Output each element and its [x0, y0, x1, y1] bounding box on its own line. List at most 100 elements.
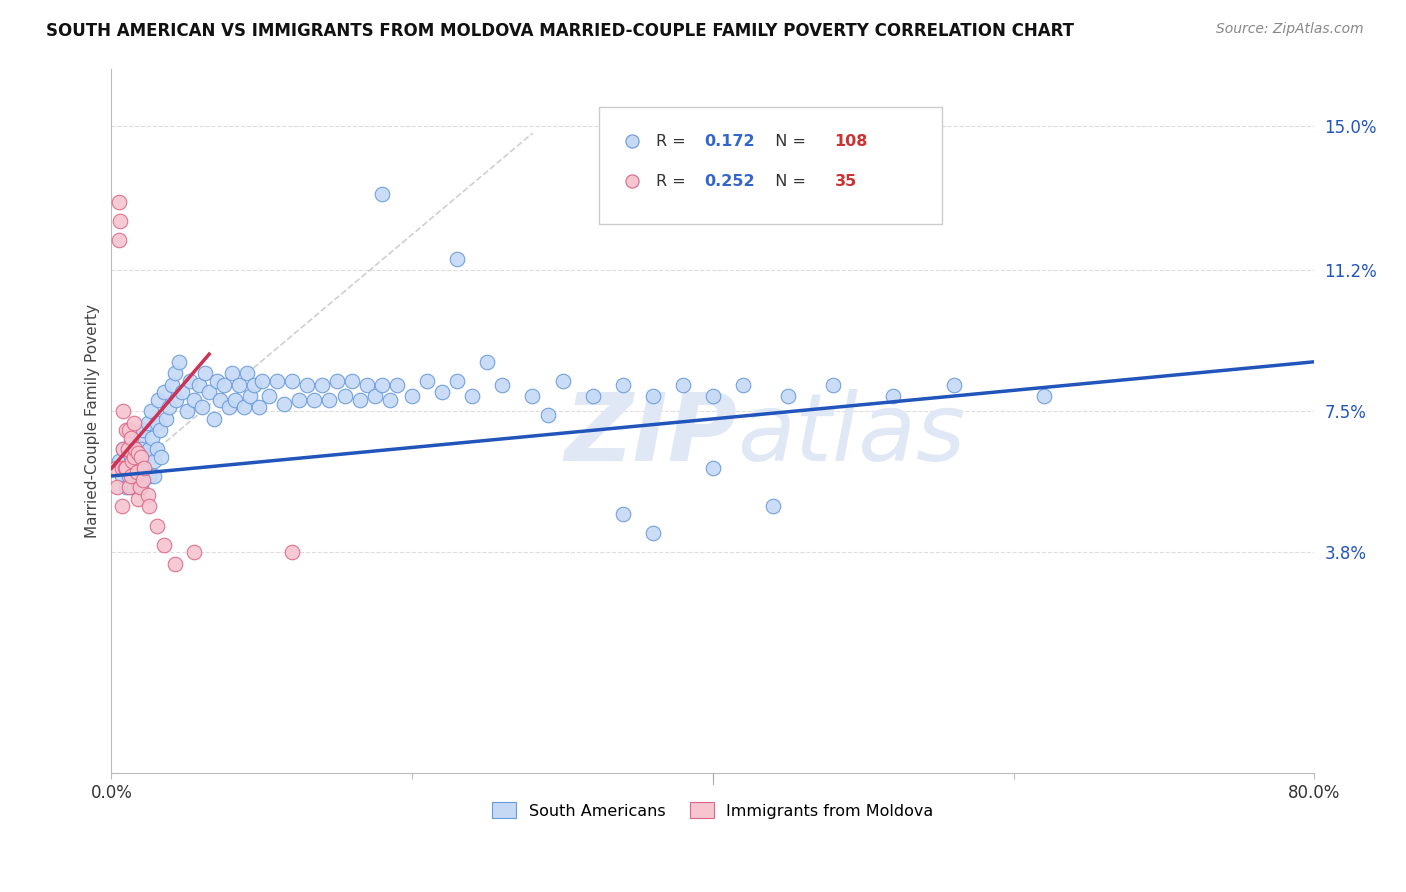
Point	[150, 450, 173, 464]
Point	[612, 377, 634, 392]
Point	[356, 377, 378, 392]
Point	[131, 480, 153, 494]
Point	[522, 389, 544, 403]
Point	[247, 401, 270, 415]
Point	[132, 473, 155, 487]
Point	[142, 469, 165, 483]
Point	[304, 392, 326, 407]
Text: Source: ZipAtlas.com: Source: ZipAtlas.com	[1216, 22, 1364, 37]
Point	[672, 377, 695, 392]
Point	[112, 404, 135, 418]
Point	[118, 480, 141, 494]
Point	[363, 389, 385, 403]
Point	[163, 366, 186, 380]
Text: atlas: atlas	[737, 390, 966, 481]
Point	[385, 377, 408, 392]
Point	[187, 377, 209, 392]
Point	[228, 377, 250, 392]
Point	[273, 397, 295, 411]
Point	[702, 461, 724, 475]
Point	[212, 377, 235, 392]
Point	[111, 469, 134, 483]
Y-axis label: Married-Couple Family Poverty: Married-Couple Family Poverty	[86, 304, 100, 538]
Point	[138, 500, 160, 514]
Point	[288, 392, 311, 407]
Point	[259, 389, 281, 403]
Point	[194, 366, 217, 380]
Point	[224, 392, 246, 407]
Text: N =: N =	[765, 134, 811, 149]
Text: R =: R =	[657, 134, 692, 149]
Point	[461, 389, 484, 403]
Point	[111, 500, 134, 514]
Point	[148, 423, 170, 437]
Point	[295, 377, 318, 392]
Point	[138, 442, 160, 457]
Point	[120, 450, 142, 464]
Point	[179, 374, 201, 388]
Point	[218, 401, 240, 415]
Text: 0.172: 0.172	[704, 134, 755, 149]
Point	[163, 557, 186, 571]
Point	[127, 446, 149, 460]
Point	[236, 366, 259, 380]
Point	[266, 374, 288, 388]
Point	[153, 538, 176, 552]
Point	[153, 385, 176, 400]
Point	[551, 374, 574, 388]
Point	[446, 374, 468, 388]
Point	[167, 355, 190, 369]
Point	[1032, 389, 1054, 403]
Text: SOUTH AMERICAN VS IMMIGRANTS FROM MOLDOVA MARRIED-COUPLE FAMILY POVERTY CORRELAT: SOUTH AMERICAN VS IMMIGRANTS FROM MOLDOV…	[46, 22, 1074, 40]
Point	[138, 469, 160, 483]
Point	[136, 488, 159, 502]
Point	[371, 187, 394, 202]
Point	[139, 404, 162, 418]
Point	[107, 480, 129, 494]
Point	[108, 454, 131, 468]
Text: N =: N =	[765, 174, 811, 189]
Point	[823, 377, 845, 392]
Point	[378, 392, 401, 407]
Point	[122, 480, 145, 494]
Point	[125, 465, 148, 479]
Point	[155, 412, 177, 426]
Point	[108, 194, 131, 209]
Point	[371, 377, 394, 392]
Point	[115, 480, 138, 494]
Point	[401, 389, 423, 403]
Point	[135, 469, 157, 483]
Point	[131, 442, 153, 457]
Point	[121, 434, 143, 449]
Point	[157, 401, 180, 415]
Point	[125, 469, 148, 483]
Point	[318, 392, 340, 407]
Point	[208, 392, 231, 407]
Point	[172, 385, 194, 400]
Point	[124, 442, 146, 457]
Point	[141, 431, 163, 445]
Point	[121, 454, 143, 468]
Point	[134, 461, 156, 475]
Point	[145, 416, 167, 430]
Point	[117, 442, 139, 457]
Point	[477, 355, 499, 369]
Point	[145, 442, 167, 457]
Point	[115, 461, 138, 475]
Point	[221, 366, 243, 380]
Point	[129, 431, 152, 445]
Text: R =: R =	[657, 174, 692, 189]
Point	[250, 374, 273, 388]
Point	[239, 389, 262, 403]
Point	[198, 385, 221, 400]
Point	[326, 374, 349, 388]
Point	[491, 377, 513, 392]
Point	[432, 385, 454, 400]
Legend: South Americans, Immigrants from Moldova: South Americans, Immigrants from Moldova	[486, 796, 941, 825]
Point	[120, 431, 142, 445]
Point	[115, 461, 138, 475]
Point	[122, 461, 145, 475]
Point	[333, 389, 356, 403]
Point	[762, 500, 785, 514]
Point	[882, 389, 904, 403]
